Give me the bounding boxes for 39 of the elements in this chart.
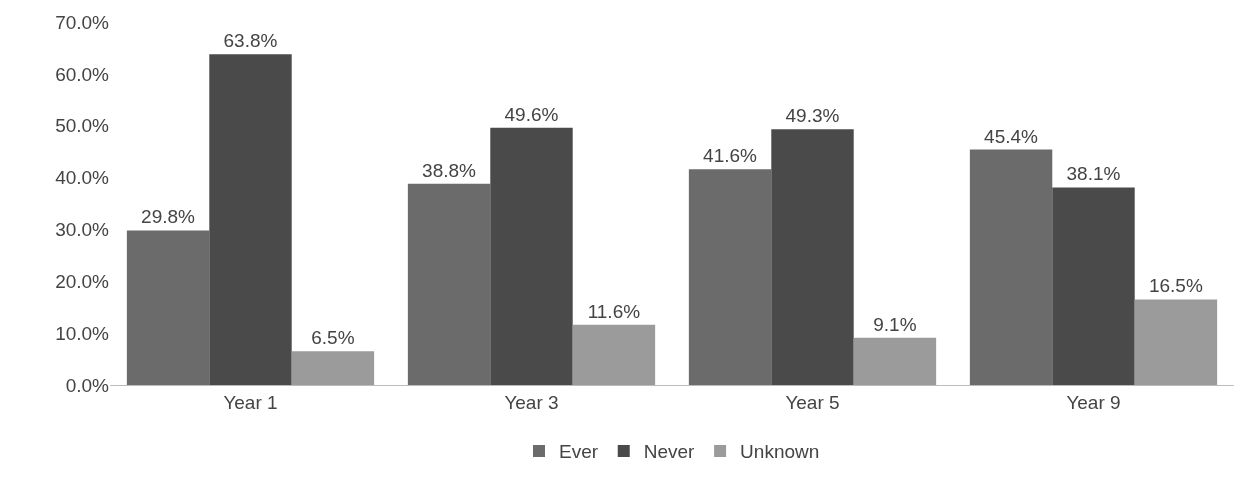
data-label: 49.6% bbox=[504, 103, 559, 125]
y-tick-label: 60.0% bbox=[55, 63, 110, 85]
y-tick-label: 70.0% bbox=[55, 11, 110, 33]
bar bbox=[969, 149, 1053, 385]
data-label: 41.6% bbox=[703, 145, 758, 167]
legend-label: Never bbox=[643, 441, 696, 463]
bar bbox=[126, 230, 210, 385]
data-label: 63.8% bbox=[223, 30, 278, 52]
bar bbox=[572, 324, 656, 385]
x-tick-label: Year 9 bbox=[1066, 391, 1121, 413]
y-tick-label: 0.0% bbox=[65, 374, 110, 396]
x-tick-label: Year 3 bbox=[504, 391, 559, 413]
bar bbox=[688, 169, 772, 385]
x-tick-label: Year 5 bbox=[785, 391, 840, 413]
y-tick-label: 40.0% bbox=[55, 167, 110, 189]
data-label: 9.1% bbox=[873, 313, 917, 335]
bar bbox=[853, 337, 937, 385]
x-tick-label: Year 1 bbox=[223, 391, 278, 413]
bar bbox=[490, 127, 573, 385]
bar bbox=[771, 129, 854, 385]
data-label: 49.3% bbox=[785, 105, 840, 127]
data-label: 16.5% bbox=[1148, 275, 1203, 297]
y-tick-label: 30.0% bbox=[55, 219, 110, 241]
data-label: 6.5% bbox=[311, 327, 355, 349]
bar bbox=[291, 351, 375, 385]
y-tick-label: 20.0% bbox=[55, 270, 110, 292]
data-label: 29.8% bbox=[141, 206, 196, 228]
legend-label: Ever bbox=[559, 441, 599, 463]
legend-label: Unknown bbox=[740, 441, 820, 463]
data-label: 38.8% bbox=[422, 159, 477, 181]
bar bbox=[407, 183, 491, 385]
bar bbox=[209, 54, 292, 385]
data-label: 11.6% bbox=[587, 300, 641, 322]
data-label: 38.1% bbox=[1066, 163, 1121, 185]
y-tick-label: 50.0% bbox=[55, 115, 110, 137]
bar bbox=[1134, 299, 1218, 385]
bar bbox=[1052, 187, 1135, 385]
y-tick-label: 10.0% bbox=[55, 322, 110, 344]
data-label: 45.4% bbox=[984, 125, 1039, 147]
